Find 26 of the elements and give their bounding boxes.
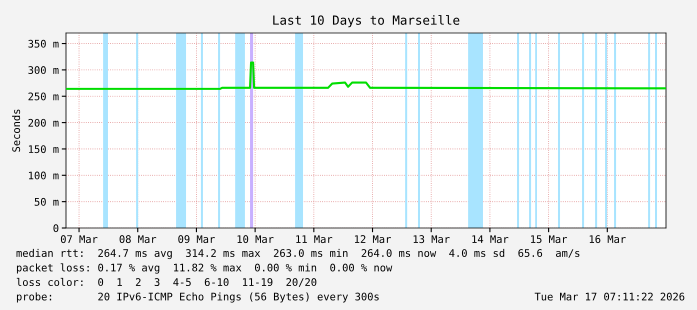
text: packet loss: 0.17 % avg 11.82 % max 0.00 % min 0.00 % now: [16, 263, 392, 274]
y-tick-label: 300 m: [28, 66, 59, 74]
x-tick-label: 12 Mar: [354, 235, 391, 244]
y-tick-label: 150 m: [28, 145, 59, 154]
x-tick-label: 10 Mar: [238, 235, 274, 244]
x-tick-label: 13 Mar: [414, 235, 450, 244]
x-tick-label: 08 Mar: [120, 235, 156, 244]
y-tick-label: 350 m: [28, 40, 59, 48]
text: Tue Mar 17 07:11:22 2026: [534, 292, 684, 301]
y-tick-label: 0: [53, 224, 58, 232]
x-tick-label: 14 Mar: [472, 235, 508, 244]
y-tick-label: 250 m: [28, 92, 59, 100]
x-tick-label: 09 Mar: [178, 235, 215, 244]
text: probe: 20 IPv6-ICMP Echo Pings (56 Bytes) every 300s: [16, 292, 379, 303]
y-tick-label: 50 m: [34, 198, 59, 206]
line-series: [66, 61, 666, 90]
x-tick-label: 15 Mar: [531, 235, 568, 244]
x-tick-label: 07 Mar: [60, 235, 98, 244]
x-tick-label: 11 Mar: [296, 235, 332, 244]
chart-title: Last 10 Days to Marseille: [273, 15, 460, 28]
text: median rtt: 264.7 ms avg 314.2 ms max 263.0 ms min 264.0 ms now 4.0 ms sd 65.6 am/s: [16, 248, 580, 260]
y-tick-label: 200 m: [28, 118, 59, 127]
text: loss color: 0 1 2 3 4-5 6-10 11-19 20/20: [16, 278, 316, 287]
y-tick-label: 100 m: [28, 172, 59, 180]
x-tick-label: 16 Mar: [590, 235, 626, 244]
y-axis-title: Seconds: [12, 110, 20, 152]
